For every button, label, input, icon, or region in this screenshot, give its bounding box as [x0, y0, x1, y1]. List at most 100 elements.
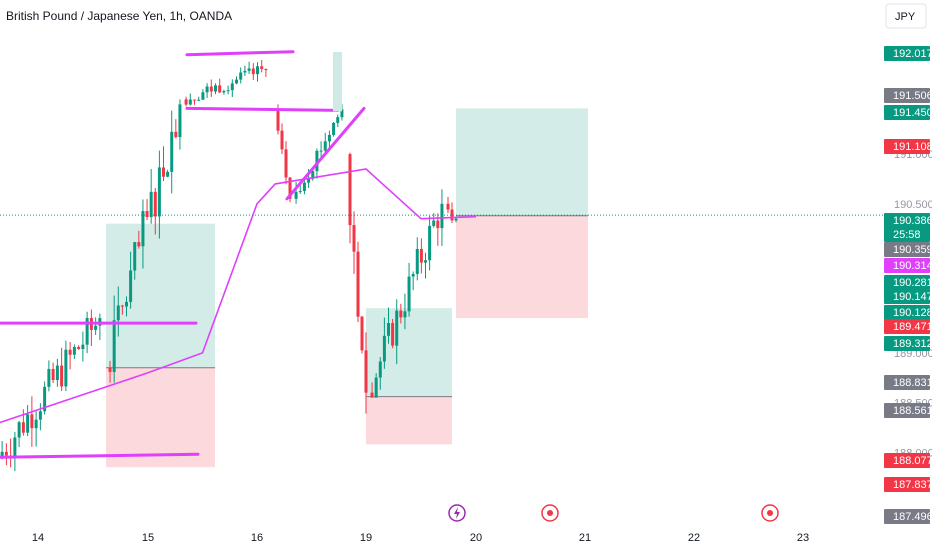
candle-body — [436, 220, 440, 229]
price-badge[interactable] — [884, 275, 930, 290]
candle-body — [197, 99, 201, 101]
price-badge-label: 188.077 — [893, 455, 932, 467]
target-zone[interactable] — [456, 108, 588, 216]
price-badge-label: 190.359 — [893, 244, 932, 256]
candle-body — [133, 242, 137, 271]
event-markers[interactable] — [448, 504, 779, 522]
candle-body — [415, 248, 419, 274]
candle-body — [260, 66, 264, 70]
price-badge[interactable] — [884, 477, 930, 492]
candle-body — [30, 414, 34, 429]
candle-body — [214, 85, 217, 92]
candle-body — [226, 90, 230, 92]
event-dot-icon[interactable] — [761, 504, 779, 522]
candle-body — [178, 104, 182, 138]
candle-body — [374, 377, 378, 398]
price-badge[interactable] — [884, 227, 930, 242]
candle-body — [378, 361, 382, 378]
candle-body — [13, 437, 17, 457]
candle-body — [21, 422, 25, 433]
price-badge-label: 188.831 — [893, 377, 932, 389]
highlight-bar — [333, 52, 342, 112]
price-badge-label: 191.450 — [893, 107, 932, 119]
price-badge[interactable] — [884, 289, 930, 304]
price-badge-label: 189.471 — [893, 321, 932, 333]
position-zones — [106, 108, 588, 468]
price-badge[interactable] — [884, 139, 930, 154]
price-badge[interactable] — [884, 319, 930, 334]
price-axis[interactable]: 191.000190.500189.000188.500188.000192.0… — [884, 46, 932, 524]
stop-zone[interactable] — [456, 215, 588, 319]
candle-body — [319, 150, 323, 152]
price-badge-label: 190.281 — [893, 277, 932, 289]
candle-body — [352, 225, 356, 252]
ma-line — [0, 168, 477, 424]
price-badge-label: 187.496 — [893, 511, 932, 523]
price-badge[interactable] — [884, 258, 930, 273]
stop-zone[interactable] — [106, 367, 215, 468]
support-line[interactable] — [185, 106, 340, 112]
candle-body — [145, 211, 149, 217]
range-bottom-line[interactable] — [0, 452, 200, 459]
candle-body — [38, 411, 42, 420]
candle-body — [235, 79, 238, 84]
price-badge[interactable] — [884, 305, 930, 320]
price-badge[interactable] — [884, 336, 930, 351]
currency-button[interactable]: JPY — [885, 3, 927, 29]
candle-body — [0, 451, 4, 458]
price-badge[interactable] — [884, 375, 930, 390]
x-tick-label: 21 — [579, 532, 591, 544]
price-badge-label: 189.312 — [893, 338, 932, 350]
candle-body — [77, 347, 81, 350]
candle-body — [55, 365, 59, 381]
candle-body — [348, 154, 352, 226]
price-badge[interactable] — [884, 213, 930, 228]
x-tick-label: 20 — [470, 532, 482, 544]
price-badge[interactable] — [884, 453, 930, 468]
x-tick-label: 19 — [360, 532, 372, 544]
candle-body — [247, 68, 251, 71]
candle-body — [47, 368, 51, 387]
candle-body — [356, 251, 360, 317]
candle-body — [26, 414, 30, 433]
price-badge-label: 187.837 — [893, 479, 932, 491]
price-badge[interactable] — [884, 105, 930, 120]
target-zone[interactable] — [366, 308, 452, 397]
event-dot — [767, 510, 773, 516]
price-badge[interactable] — [884, 509, 930, 524]
candle-body — [218, 85, 222, 93]
trendline-annotations[interactable] — [0, 50, 366, 459]
candle-body — [170, 131, 174, 172]
candle-body — [364, 350, 368, 393]
stop-zone[interactable] — [366, 396, 452, 445]
lightning-glyph — [454, 507, 460, 519]
candle-body — [174, 131, 178, 138]
candle-body — [251, 68, 255, 75]
candle-body — [157, 167, 161, 217]
candle-body — [284, 149, 288, 178]
candle-body — [432, 220, 436, 226]
candle-body — [280, 130, 284, 150]
candle-body — [294, 192, 298, 199]
x-tick-label: 16 — [251, 532, 263, 544]
lightning-icon[interactable] — [448, 504, 466, 522]
candle-body — [440, 203, 444, 229]
candle-body — [411, 273, 415, 277]
candle-body — [222, 91, 226, 93]
candle-body — [17, 422, 21, 438]
candle-body — [256, 66, 259, 75]
rising-wedge-line[interactable] — [285, 106, 366, 201]
event-dot-icon[interactable] — [541, 504, 559, 522]
time-axis[interactable]: 14 15 16 19 20 21 22 23 — [32, 532, 809, 544]
candle-body — [94, 325, 98, 330]
target-zone[interactable] — [106, 223, 215, 368]
candle-body — [323, 141, 327, 151]
resistance-line[interactable] — [185, 50, 295, 57]
price-badge[interactable] — [884, 46, 930, 61]
chart-title: British Pound / Japanese Yen, 1h, OANDA — [6, 9, 232, 23]
price-badge[interactable] — [884, 88, 930, 103]
price-badge[interactable] — [884, 242, 930, 257]
price-badge[interactable] — [884, 403, 930, 418]
candle-body — [403, 311, 407, 318]
